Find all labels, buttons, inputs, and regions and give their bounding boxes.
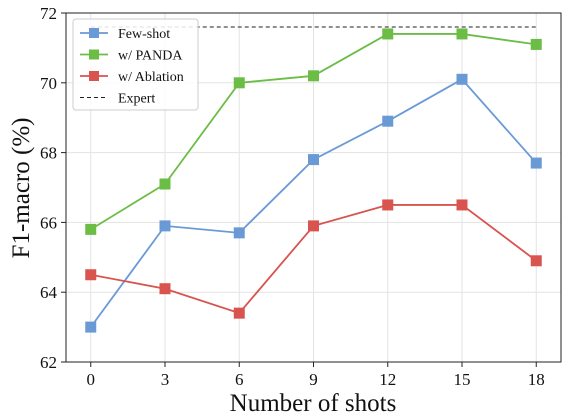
data-point [382,28,394,40]
data-point [456,199,468,211]
legend-marker [89,49,99,60]
legend-label: Few-shot [118,27,170,42]
x-tick-label: 3 [161,370,170,389]
x-axis-title: Number of shots [230,390,397,417]
y-tick-label: 68 [40,144,57,163]
legend-entry: w/ PANDA [80,49,183,64]
series-layer [85,28,542,333]
legend-box [72,18,199,111]
y-tick-label: 66 [40,213,57,232]
data-point [85,223,97,235]
data-point [159,220,171,232]
legend-marker [89,28,99,38]
data-point [85,321,97,333]
data-point [530,38,542,50]
legend-label: Expert [118,92,155,107]
legend-label: w/ PANDA [118,49,183,64]
data-point [233,307,245,319]
data-point [159,283,171,295]
x-tick-label: 9 [309,370,318,389]
x-tick-label: 15 [454,370,471,389]
data-point [382,115,394,127]
y-tick-label: 64 [40,283,58,302]
legend-entry: Few-shot [80,27,170,42]
data-point [308,220,319,232]
data-point [233,227,245,239]
y-axis-title: F1-macro (%) [8,118,35,259]
data-point [382,199,394,211]
x-axis: 0 3 6 9 12 15 18 [87,362,545,389]
y-tick-label: 72 [40,4,57,23]
series-w-panda [85,28,542,235]
x-tick-label: 18 [528,370,545,389]
legend-marker [89,71,99,81]
data-point [159,178,171,190]
data-point [308,70,319,82]
legend: Few-shot w/ PANDA w/ Ablation Expert [72,18,199,111]
series-few-shot [85,73,542,333]
x-tick-label: 0 [87,370,96,389]
data-point [456,73,468,85]
data-point [85,269,97,281]
data-point [456,28,468,40]
legend-entry: Expert [80,92,155,107]
y-axis: 62 64 66 68 70 72 [40,4,66,372]
data-point [308,154,319,166]
legend-label: w/ Ablation [118,70,184,85]
y-tick-label: 70 [40,74,57,93]
data-point [530,255,542,267]
series-w-ablation [85,199,542,319]
x-tick-label: 12 [379,370,396,389]
y-tick-label: 62 [40,353,57,372]
data-point [530,157,542,169]
x-tick-label: 6 [235,370,244,389]
legend-entry: w/ Ablation [80,70,184,85]
data-point [233,77,245,89]
